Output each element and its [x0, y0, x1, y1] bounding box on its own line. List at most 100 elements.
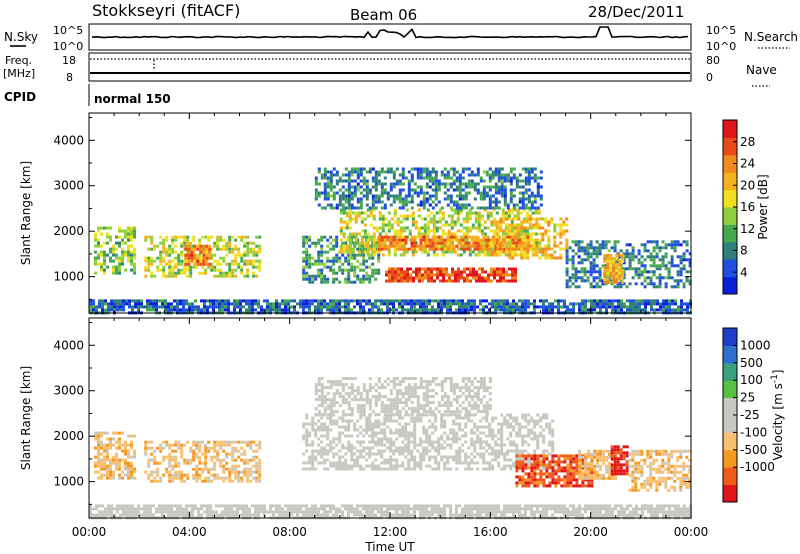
power-cell	[314, 176, 318, 180]
velocity-cell	[383, 428, 387, 432]
power-cell	[434, 176, 438, 180]
power-cell	[535, 220, 539, 224]
power-cell	[413, 247, 417, 251]
power-cell	[553, 241, 557, 245]
power-cell	[500, 247, 504, 251]
power-cell	[365, 170, 369, 174]
power-cell	[450, 214, 454, 218]
velocity-cell	[428, 419, 432, 423]
power-colorbar-segment	[723, 137, 737, 156]
velocity-cell	[329, 440, 333, 444]
power-cell	[490, 273, 493, 277]
power-cell	[458, 203, 462, 207]
velocity-cell	[470, 458, 474, 462]
power-cell	[460, 270, 463, 274]
velocity-cell	[401, 452, 405, 456]
power-cell	[626, 305, 629, 309]
velocity-cell	[464, 452, 468, 456]
velocity-cell	[485, 440, 489, 444]
power-cell	[595, 276, 599, 280]
power-cell	[357, 250, 361, 254]
power-cell	[100, 262, 103, 266]
power-cell	[473, 173, 477, 177]
velocity-cell	[305, 449, 309, 453]
power-cell	[186, 268, 190, 272]
power-cell	[335, 302, 338, 306]
velocity-cell	[380, 431, 384, 435]
velocity-cell	[407, 464, 411, 468]
power-cell	[530, 206, 534, 210]
velocity-cell	[458, 416, 462, 420]
power-cell	[422, 305, 425, 309]
power-cell	[533, 305, 536, 309]
power-cell	[170, 305, 173, 309]
velocity-cell	[237, 464, 241, 468]
velocity-cell	[323, 434, 327, 438]
power-cell	[372, 217, 376, 221]
power-cell	[510, 250, 514, 254]
power-cell	[674, 302, 677, 306]
velocity-cell	[416, 443, 420, 447]
power-cell	[380, 247, 384, 251]
power-cell	[479, 238, 483, 242]
velocity-cell	[314, 458, 318, 462]
power-cell	[465, 211, 469, 215]
power-cell	[362, 253, 366, 257]
nsky-line	[91, 26, 688, 39]
power-cell	[541, 247, 545, 251]
power-cell	[234, 262, 238, 266]
power-cell	[598, 252, 602, 256]
power-cell	[371, 194, 375, 198]
power-cell	[502, 238, 506, 242]
velocity-cell	[219, 476, 223, 480]
velocity-cell	[479, 443, 483, 447]
velocity-cell	[94, 446, 97, 450]
power-cell	[486, 214, 490, 218]
power-cell	[236, 305, 239, 309]
power-cell	[396, 229, 400, 233]
power-cell	[652, 270, 656, 274]
power-cell	[348, 226, 352, 230]
power-cell	[429, 229, 433, 233]
power-cell	[219, 247, 223, 251]
power-cell	[413, 299, 416, 303]
power-cell	[622, 252, 626, 256]
power-cell	[680, 308, 683, 312]
velocity-cell	[228, 470, 232, 474]
velocity-cell	[335, 464, 339, 468]
power-cell	[397, 270, 400, 274]
velocity-cell	[341, 461, 345, 465]
power-cell	[345, 223, 349, 227]
power-cell	[119, 299, 122, 303]
power-cell	[101, 308, 104, 312]
power-cell	[488, 167, 492, 171]
velocity-data-cells	[89, 377, 692, 520]
power-cell	[461, 197, 465, 201]
power-cell	[446, 305, 449, 309]
power-cell	[395, 238, 399, 242]
power-cell	[569, 302, 572, 306]
power-ytick-label: 2000	[53, 224, 84, 238]
power-cell	[466, 279, 469, 283]
power-cell	[518, 299, 521, 303]
power-cell	[658, 282, 662, 286]
power-cell	[335, 253, 339, 257]
power-cell	[541, 235, 545, 239]
power-cell	[527, 235, 531, 239]
power-cell	[461, 176, 465, 180]
power-cell	[389, 241, 393, 245]
power-cell	[438, 208, 442, 212]
power-cell	[512, 308, 515, 312]
power-cell	[482, 206, 486, 210]
power-cell	[527, 299, 530, 303]
velocity-cell	[305, 416, 309, 420]
power-cell	[673, 240, 677, 244]
power-cell	[234, 256, 238, 260]
velocity-cell	[449, 443, 453, 447]
power-cell	[500, 194, 504, 198]
power-cell	[565, 238, 569, 242]
power-cell	[428, 176, 432, 180]
power-cell	[332, 277, 336, 281]
velocity-cell	[494, 416, 498, 420]
power-cell	[109, 235, 112, 239]
